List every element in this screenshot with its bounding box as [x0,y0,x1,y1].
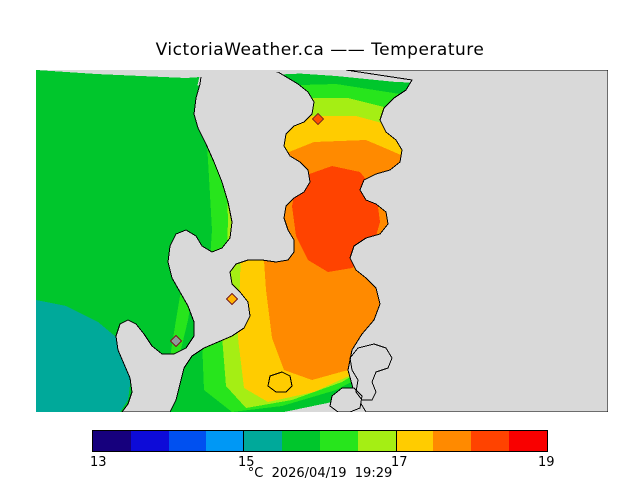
page-title: VictoriaWeather.ca —— Temperature [155,40,485,60]
temperature-map[interactable] [36,70,608,412]
station-marker-mid [225,292,239,306]
colorbar-segment-15.0 [244,431,283,451]
colorbar-label-mid2: 17 [391,455,408,470]
colorbar-segment-13.0 [93,431,131,451]
colorbar-segment-18.0 [471,431,510,451]
station-marker-sw [169,334,183,348]
colorbar-label-mid: 15 [238,455,255,470]
landmass-layer [115,70,315,412]
colorbar-tick-15 [243,430,244,452]
colorbar-segment-14.0 [168,431,207,451]
colorbar[interactable] [92,430,548,452]
island-small-a [329,387,363,412]
ne-coast-land [345,70,608,412]
colorbar-segment-14.5 [206,431,245,451]
colorbar-caption: °C 2026/04/19 19:29 [247,466,393,481]
station-marker-ne [311,112,325,126]
colorbar-segment-17.0 [395,431,434,451]
colorbar-segment-16.0 [319,431,358,451]
colorbar-label-min: 13 [90,455,107,470]
map-contour-layer [36,70,608,412]
colorbar-segment-17.5 [433,431,472,451]
colorbar-segment-13.5 [130,431,169,451]
colorbar-segment-16.5 [357,431,396,451]
colorbar-segment-15.5 [282,431,320,451]
station-markers [169,112,325,348]
colorbar-tick-17 [396,430,397,452]
colorbar-label-max: 19 [538,455,555,470]
colorbar-segment-18.5 [509,431,547,451]
island-outlines [267,343,393,401]
